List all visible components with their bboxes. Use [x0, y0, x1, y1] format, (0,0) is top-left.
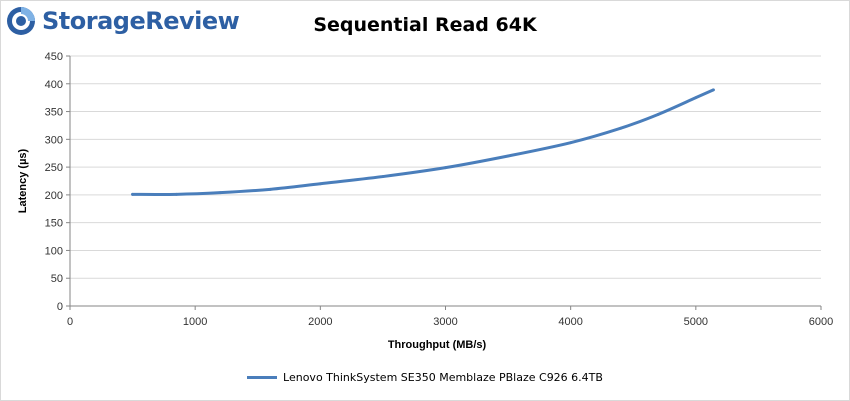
- data-point: [174, 192, 178, 196]
- y-axis-title: Latency (µs): [17, 148, 29, 213]
- x-axis-title: Throughput (MB/s): [388, 339, 487, 351]
- data-point: [218, 191, 222, 195]
- x-tick-label: 0: [67, 316, 73, 328]
- x-tick-label: 4000: [558, 316, 582, 328]
- data-point: [444, 166, 447, 170]
- data-point: [318, 182, 322, 186]
- data-point: [711, 88, 715, 92]
- y-tick-label: 200: [45, 190, 63, 202]
- chart-title: Sequential Read 64K: [313, 14, 537, 36]
- y-tick-label: 400: [45, 79, 63, 91]
- y-tick-label: 250: [45, 162, 63, 174]
- y-tick-label: 100: [45, 245, 63, 257]
- data-point: [694, 96, 698, 100]
- series-group: [131, 88, 715, 196]
- y-tick-label: 450: [45, 51, 63, 63]
- data-point: [619, 126, 623, 130]
- legend-label: Lenovo ThinkSystem SE350 Memblaze PBlaze…: [283, 371, 603, 384]
- brand-name: StorageReview: [42, 7, 240, 35]
- y-tick-label: 50: [51, 273, 63, 285]
- axes: [66, 55, 822, 310]
- series-line: [131, 88, 715, 196]
- data-point: [656, 112, 660, 116]
- legend: Lenovo ThinkSystem SE350 Memblaze PBlaze…: [0, 371, 850, 384]
- x-tick-labels: 0 1000 2000 3000 4000 5000 6000: [67, 316, 833, 328]
- x-tick-label: 5000: [684, 316, 708, 328]
- y-tick-label: 0: [57, 301, 63, 313]
- data-point: [268, 187, 272, 191]
- data-point: [569, 141, 573, 145]
- data-point: [381, 175, 385, 178]
- y-tick-label: 150: [45, 218, 63, 230]
- x-tick-label: 3000: [433, 316, 457, 328]
- x-tick-label: 2000: [308, 316, 332, 328]
- legend-swatch: [247, 376, 278, 379]
- x-tick-label: 1000: [183, 316, 207, 328]
- x-tick-label: 6000: [809, 316, 833, 328]
- y-tick-label: 300: [45, 134, 63, 146]
- brand-logo: StorageReview: [6, 4, 240, 38]
- y-tick-label: 350: [45, 107, 63, 119]
- data-point: [131, 192, 134, 196]
- y-tick-labels: 0 50 100 150 200 250 300 350 400 450: [45, 51, 63, 313]
- data-point: [506, 154, 510, 158]
- storagereview-logo-icon: [7, 7, 35, 35]
